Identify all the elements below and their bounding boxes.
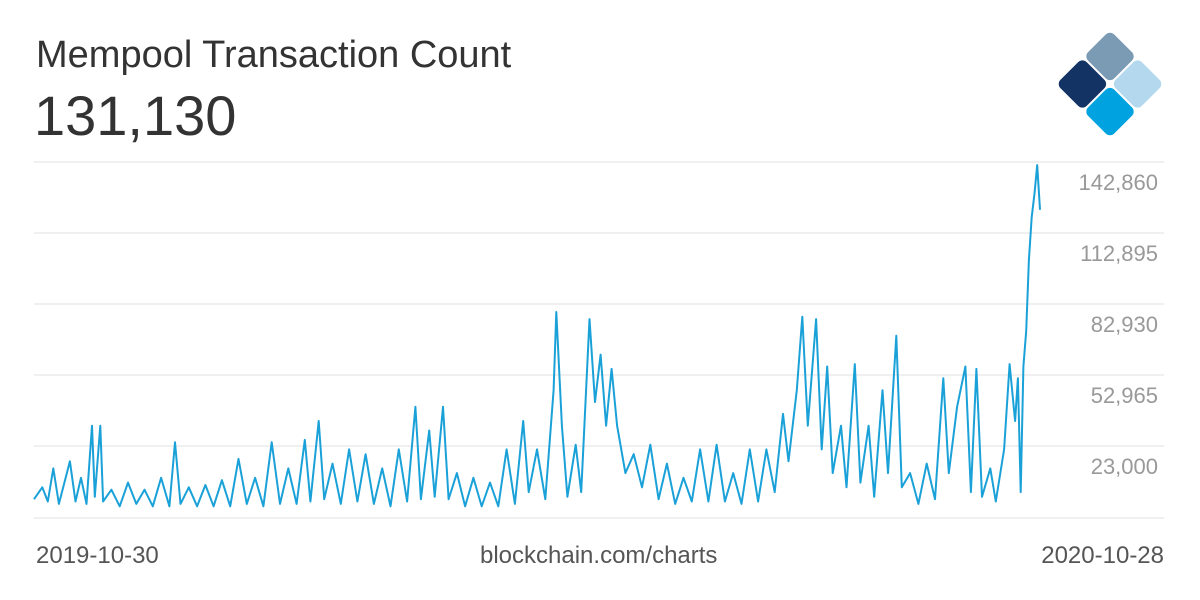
- y-tick-label: 52,965: [1091, 383, 1158, 408]
- logo-square-cyan: [1058, 60, 1107, 108]
- y-tick-label: 23,000: [1091, 454, 1158, 479]
- source-label[interactable]: blockchain.com/charts: [480, 542, 718, 569]
- end-date-label: 2020-10-28: [1041, 542, 1164, 569]
- start-date-label: 2019-10-30: [36, 542, 159, 569]
- current-value: 131,130: [34, 84, 237, 147]
- logo-square-dark: [1086, 32, 1134, 81]
- y-tick-label: 142,860: [1078, 170, 1158, 195]
- y-tick-label: 82,930: [1091, 312, 1158, 337]
- logo-square-blue: [1086, 87, 1134, 136]
- series-line: [33, 164, 1041, 508]
- y-tick-label: 112,895: [1080, 241, 1158, 266]
- y-tick-labels: 23,000 52,965 82,930 112,895 142,860: [1078, 170, 1158, 479]
- logo-square-gray: [1113, 60, 1162, 108]
- blockchain-logo-icon: [1058, 32, 1162, 136]
- grid-lines: [34, 161, 1164, 519]
- chart-title: Mempool Transaction Count: [36, 34, 512, 76]
